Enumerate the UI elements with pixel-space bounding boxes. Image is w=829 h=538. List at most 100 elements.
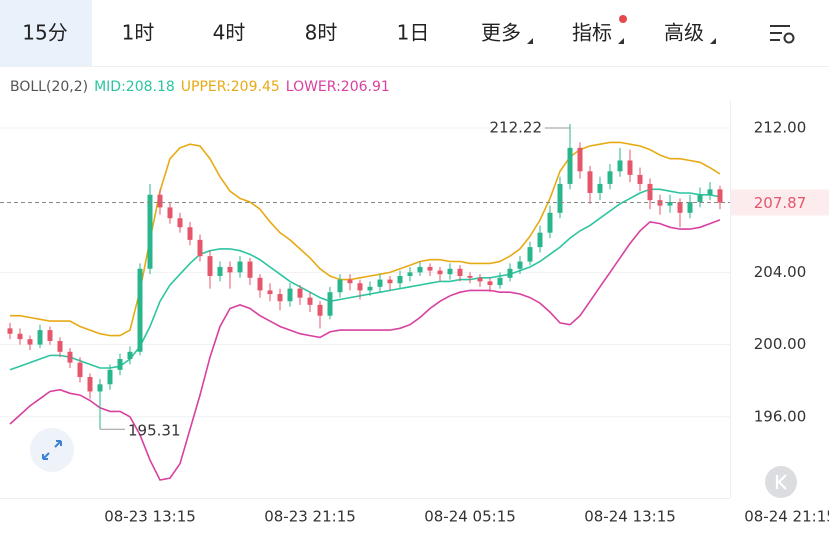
- candle-body: [397, 275, 403, 284]
- candle-body: [557, 183, 563, 213]
- candle-body: [707, 189, 713, 195]
- candle-body: [157, 194, 163, 208]
- candle-body: [117, 359, 123, 370]
- candle-body: [377, 279, 383, 287]
- x-tick-label: 08-23 21:15: [264, 508, 356, 526]
- candle-body: [687, 201, 693, 213]
- scroll-latest-button[interactable]: [765, 466, 797, 498]
- boll-line: [10, 141, 721, 337]
- candle-body: [647, 183, 653, 201]
- candle-body: [287, 288, 293, 302]
- candle-body: [227, 266, 233, 273]
- x-tick-label: 08-24 13:15: [584, 508, 676, 526]
- candle-body: [37, 330, 43, 345]
- candle-body: [307, 297, 313, 305]
- candle-body: [477, 277, 483, 282]
- legend-item: LOWER:206.91: [286, 79, 390, 95]
- y-tick-label: 212.00: [754, 118, 807, 136]
- boll-line: [9, 219, 721, 481]
- candle-body: [407, 272, 413, 276]
- candle-body: [527, 247, 533, 262]
- dropdown-arrow: [710, 38, 716, 44]
- candle-body: [447, 268, 453, 275]
- last-price-label: 207.87: [754, 194, 807, 212]
- candle-body: [497, 277, 503, 286]
- candle-body: [77, 362, 83, 378]
- legend-item: BOLL(20,2): [10, 79, 88, 95]
- candle-body: [517, 261, 523, 269]
- candle-body: [297, 288, 303, 298]
- y-tick-label: 204.00: [754, 263, 807, 281]
- candle-body: [607, 171, 613, 184]
- tab[interactable]: 4时: [213, 21, 246, 45]
- legend-item: UPPER:209.45: [181, 79, 280, 95]
- candle-body: [67, 351, 73, 363]
- candle-body: [127, 351, 133, 360]
- candle-body: [187, 227, 193, 240]
- candle-body: [577, 147, 583, 172]
- candle-body: [677, 201, 683, 213]
- tab[interactable]: 15分: [22, 21, 67, 45]
- candle-body: [617, 160, 623, 172]
- candle-body: [167, 207, 173, 219]
- candle-body: [637, 174, 643, 184]
- high-label: 212.22: [490, 119, 543, 137]
- candle-body: [57, 340, 63, 352]
- last-price-tag: [731, 189, 829, 216]
- candle-body: [717, 189, 723, 203]
- candle-body: [437, 270, 443, 275]
- tab[interactable]: 8时: [305, 21, 338, 45]
- candle-body: [697, 194, 703, 202]
- tab[interactable]: 1日: [397, 21, 430, 45]
- candle-body: [467, 275, 473, 278]
- candle-body: [507, 268, 513, 278]
- tab[interactable]: 高级: [664, 21, 704, 45]
- notification-dot: [619, 15, 627, 23]
- candle-body: [387, 279, 393, 284]
- candle-body: [97, 384, 103, 392]
- candle-body: [627, 160, 633, 175]
- candle-body: [337, 279, 343, 293]
- expand-button[interactable]: [30, 428, 74, 472]
- x-tick-label: 08-24 05:15: [424, 508, 516, 526]
- candle-body: [347, 279, 353, 284]
- candle-body: [47, 330, 53, 341]
- tab[interactable]: 1时: [122, 21, 155, 45]
- candle-body: [327, 292, 333, 316]
- low-label: 195.31: [128, 422, 181, 440]
- indicator-legend: BOLL(20,2) MID:208.18 UPPER:209.45 LOWER:20…: [10, 79, 390, 95]
- candle-body: [357, 283, 363, 291]
- candle-body: [257, 277, 263, 291]
- y-tick-label: 196.00: [754, 407, 807, 425]
- candle-body: [177, 218, 183, 228]
- candle-body: [137, 268, 143, 352]
- boll-line: [9, 188, 721, 371]
- candle-body: [457, 268, 463, 276]
- candle-body: [547, 212, 553, 233]
- candle-body: [17, 333, 23, 340]
- candle-body: [247, 261, 253, 278]
- candle-body: [147, 194, 153, 269]
- dropdown-arrow: [618, 38, 624, 44]
- tab[interactable]: 指标: [572, 21, 612, 45]
- candle-body: [7, 328, 13, 334]
- x-tick-label: 08-24 21:15: [744, 508, 829, 526]
- candle-body: [207, 256, 213, 276]
- x-tick-label: 08-23 13:15: [104, 508, 196, 526]
- candle-body: [317, 304, 323, 316]
- candle-body: [107, 369, 113, 385]
- candle-body: [567, 147, 573, 184]
- candle-body: [537, 232, 543, 248]
- candle-body: [587, 171, 593, 193]
- candle-body: [277, 294, 283, 302]
- y-tick-label: 200.00: [754, 335, 807, 353]
- tab[interactable]: 更多: [481, 21, 521, 45]
- dropdown-arrow: [527, 38, 533, 44]
- candle-body: [417, 266, 423, 273]
- legend-item: MID:208.18: [94, 79, 175, 95]
- settings-icon[interactable]: [770, 25, 795, 44]
- candle-body: [427, 266, 433, 271]
- candle-body: [237, 261, 243, 273]
